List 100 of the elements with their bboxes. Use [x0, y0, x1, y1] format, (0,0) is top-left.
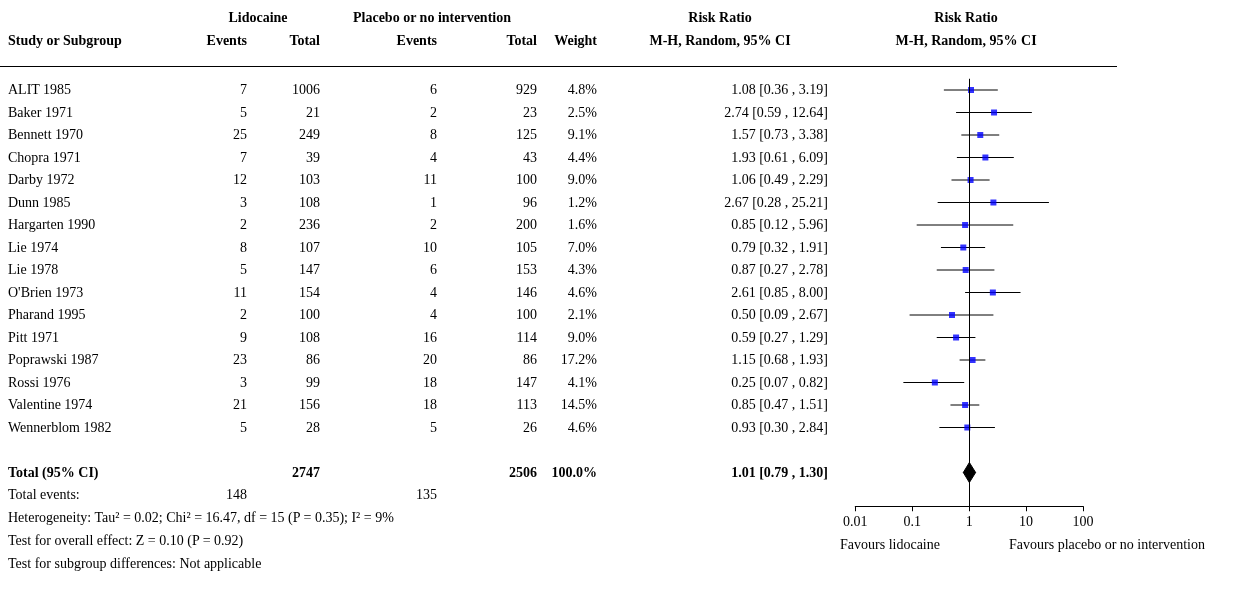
data-label: 23: [233, 352, 247, 367]
data-label: 2: [240, 307, 247, 322]
category-label: Pitt 1971: [8, 329, 59, 345]
data-label: 7: [240, 82, 247, 97]
data-label: 200: [516, 217, 537, 232]
data-label: 9: [240, 329, 247, 345]
text: 135: [416, 487, 437, 502]
data-label: 113: [516, 397, 537, 412]
data-label: 2: [240, 217, 247, 232]
data-label: 96: [523, 194, 537, 210]
data-label: 0.50 [0.09 , 2.67]: [731, 307, 828, 322]
data-label: 25: [233, 127, 247, 142]
category-label: Baker 1971: [8, 104, 73, 120]
data-label: 18: [423, 397, 437, 412]
data-label: 1.93 [0.61 , 6.09]: [731, 149, 828, 165]
data-label: 23: [523, 104, 537, 120]
data-label: 8: [430, 127, 437, 142]
data-label: 0.87 [0.27 , 2.78]: [731, 262, 828, 277]
data-label: 9.0%: [567, 172, 597, 187]
data-label: 108: [299, 329, 320, 345]
text: Events: [206, 33, 247, 48]
data-label: 146: [516, 284, 537, 300]
category-label: Poprawski 1987: [8, 352, 99, 367]
data-label: 147: [516, 374, 537, 390]
data-label: 929: [516, 82, 537, 97]
data-label: 154: [299, 284, 320, 300]
data-label: 12: [233, 172, 247, 187]
category-label: Darby 1972: [8, 172, 75, 187]
text: Risk Ratio: [688, 10, 752, 25]
data-label: 2: [430, 217, 437, 232]
category-label: O'Brien 1973: [8, 284, 84, 300]
text: Test for subgroup differences: Not applicable: [8, 556, 262, 571]
data-label: 2: [430, 104, 437, 120]
data-label: 28: [306, 419, 320, 435]
category-label: Chopra 1971: [8, 149, 81, 165]
data-label: 43: [523, 149, 537, 165]
data-label: 2506: [509, 464, 537, 480]
data-label: 100.0%: [551, 464, 597, 480]
data-label: 0.93 [0.30 , 2.84]: [731, 419, 828, 435]
data-label: 147: [299, 262, 320, 277]
data-label: 0.25 [0.07 , 0.82]: [731, 374, 828, 390]
data-label: 1.01 [0.79 , 1.30]: [731, 464, 828, 480]
chart-title: Risk Ratio: [934, 10, 998, 25]
data-label: 39: [306, 149, 320, 165]
category-label: Bennett 1970: [8, 127, 84, 142]
data-label: 4: [430, 307, 437, 322]
x-tick-label: 1: [965, 513, 973, 529]
data-label: 10: [423, 239, 437, 255]
data-label: 100: [516, 172, 537, 187]
data-label: 108: [299, 194, 320, 210]
data-label: 6: [430, 82, 437, 97]
data-label: 26: [523, 419, 537, 435]
data-label: 11: [423, 172, 437, 187]
category-label: Hargarten 1990: [8, 217, 96, 232]
data-label: 100: [516, 307, 537, 322]
data-label: 86: [523, 352, 537, 367]
data-label: 1.6%: [567, 217, 597, 232]
data-label: 16: [423, 329, 437, 345]
text: M-H, Random, 95% CI: [649, 33, 791, 48]
text: Heterogeneity: Tau² = 0.02; Chi² = 16.47, df = 15 (P = 0.35); I² = 9%: [8, 510, 394, 525]
data-label: 2.61 [0.85 , 8.00]: [731, 284, 828, 300]
chart-subtitle: M-H, Random, 95% CI: [895, 33, 1037, 48]
text: Test for overall effect: Z = 0.10 (P = 0.92): [8, 533, 244, 548]
data-label: 114: [516, 329, 537, 345]
data-label: 14.5%: [560, 397, 597, 412]
data-label: 153: [516, 262, 537, 277]
data-label: 0.85 [0.47 , 1.51]: [731, 397, 828, 412]
data-label: 1.57 [0.73 , 3.38]: [731, 127, 828, 142]
text: Events: [396, 33, 437, 48]
data-label: 11: [233, 284, 247, 300]
data-label: 105: [516, 239, 537, 255]
data-label: 3: [240, 374, 247, 390]
data-label: 3: [240, 194, 247, 210]
text: Lidocaine: [228, 10, 288, 25]
data-label: 1006: [292, 82, 320, 97]
text: Favours placebo or no intervention: [1009, 537, 1205, 552]
data-label: 8: [240, 239, 247, 255]
text: Weight: [554, 33, 597, 48]
data-label: 86: [306, 352, 320, 367]
data-label: 100: [299, 307, 320, 322]
data-label: 5: [240, 104, 247, 120]
data-label: 1: [430, 194, 437, 210]
data-label: 236: [299, 217, 320, 232]
data-label: 4.4%: [567, 149, 597, 165]
x-tick-label: 100: [1072, 513, 1094, 529]
data-label: 0.59 [0.27 , 1.29]: [731, 329, 828, 345]
data-label: 17.2%: [560, 352, 597, 367]
data-label: 9.0%: [567, 329, 597, 345]
data-label: 4.6%: [567, 419, 597, 435]
category-label: Total (95% CI): [8, 464, 99, 480]
x-tick-label: 0.01: [843, 513, 868, 529]
data-label: 20: [423, 352, 437, 367]
data-label: 4.1%: [567, 374, 597, 390]
data-label: 9.1%: [567, 127, 597, 142]
category-label: Lie 1974: [8, 239, 59, 255]
data-label: 156: [299, 397, 320, 412]
data-label: 4: [430, 284, 437, 300]
data-label: 125: [516, 127, 537, 142]
data-label: 249: [299, 127, 320, 142]
x-tick-label: 10: [1019, 513, 1034, 529]
